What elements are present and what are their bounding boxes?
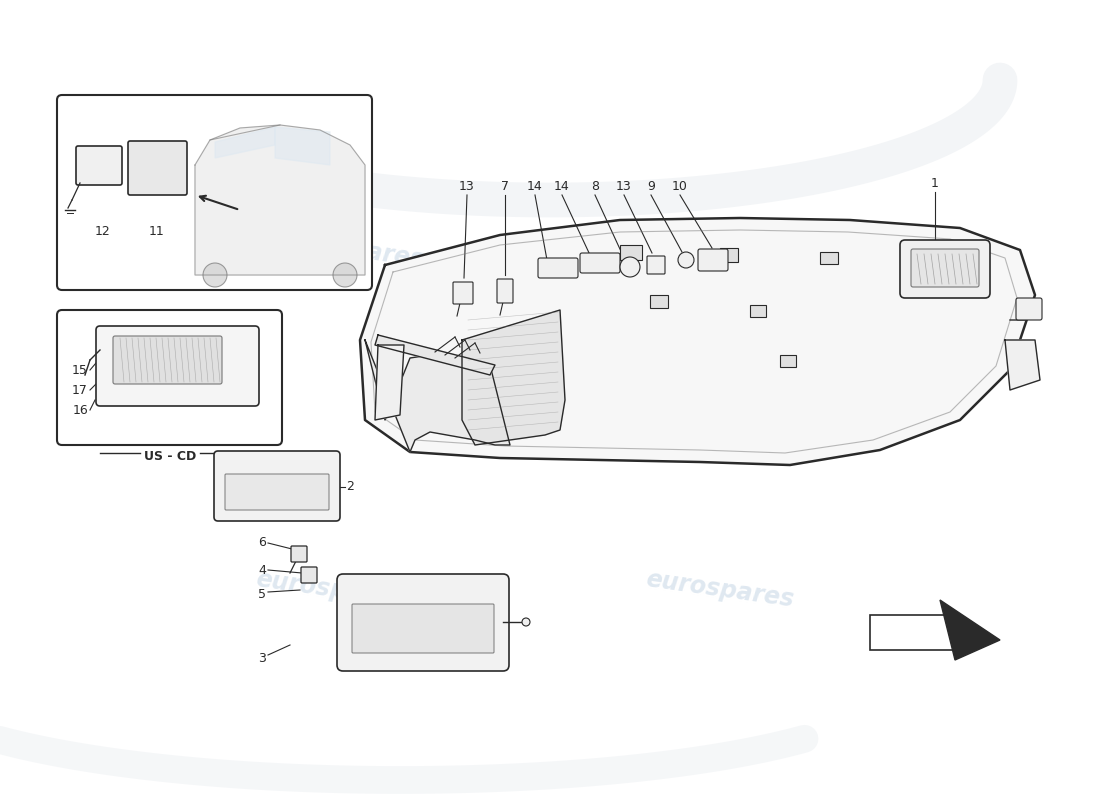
FancyBboxPatch shape [538,258,578,278]
FancyBboxPatch shape [580,253,620,273]
FancyBboxPatch shape [128,141,187,195]
Text: 17: 17 [73,383,88,397]
Circle shape [678,252,694,268]
FancyBboxPatch shape [226,474,329,510]
Polygon shape [222,459,332,471]
Bar [620,245,642,260]
Text: 10: 10 [672,180,688,193]
Text: 15: 15 [73,363,88,377]
Bar [650,295,668,308]
Text: 6: 6 [258,537,266,550]
FancyBboxPatch shape [301,567,317,583]
Text: 16: 16 [73,403,88,417]
Text: eurospares: eurospares [645,568,795,612]
Polygon shape [195,125,365,275]
Text: 2: 2 [346,481,354,494]
Circle shape [204,263,227,287]
FancyBboxPatch shape [57,95,372,290]
Polygon shape [375,345,404,420]
FancyBboxPatch shape [337,574,509,671]
Text: 9: 9 [647,180,654,193]
FancyBboxPatch shape [292,546,307,562]
Text: 4: 4 [258,563,266,577]
FancyBboxPatch shape [647,256,666,274]
FancyBboxPatch shape [1016,298,1042,320]
Polygon shape [349,586,497,600]
Text: 7: 7 [500,180,509,193]
Text: 13: 13 [616,180,631,193]
Text: eurospares: eurospares [274,228,426,272]
Polygon shape [360,218,1035,465]
Bar [870,615,955,650]
FancyBboxPatch shape [911,249,979,287]
Text: eurospares: eurospares [645,213,795,258]
Text: 3: 3 [258,651,266,665]
Polygon shape [214,127,275,158]
Polygon shape [375,335,495,375]
Bar [820,252,838,264]
FancyBboxPatch shape [113,336,222,384]
FancyBboxPatch shape [900,240,990,298]
Circle shape [494,314,504,324]
Polygon shape [275,127,330,165]
Circle shape [451,315,461,325]
FancyBboxPatch shape [352,604,494,653]
FancyBboxPatch shape [57,310,282,445]
Text: 8: 8 [591,180,600,193]
Polygon shape [1005,340,1040,390]
Circle shape [333,263,358,287]
FancyBboxPatch shape [453,282,473,304]
Circle shape [620,257,640,277]
Text: 1: 1 [931,177,939,190]
FancyBboxPatch shape [497,279,513,303]
Text: eurospares: eurospares [254,568,406,612]
Text: 5: 5 [258,587,266,601]
Text: 12: 12 [95,225,111,238]
Bar [780,355,796,367]
Text: 14: 14 [527,180,543,193]
Text: 14: 14 [554,180,570,193]
FancyBboxPatch shape [214,451,340,521]
Polygon shape [365,340,510,452]
Circle shape [522,618,530,626]
Bar [720,248,738,262]
Text: 11: 11 [150,225,165,238]
Text: US - CD: US - CD [144,450,196,463]
Bar [750,305,766,317]
FancyBboxPatch shape [698,249,728,271]
Polygon shape [462,310,565,445]
Text: 13: 13 [459,180,475,193]
Polygon shape [940,600,1000,660]
FancyBboxPatch shape [76,146,122,185]
FancyBboxPatch shape [96,326,258,406]
